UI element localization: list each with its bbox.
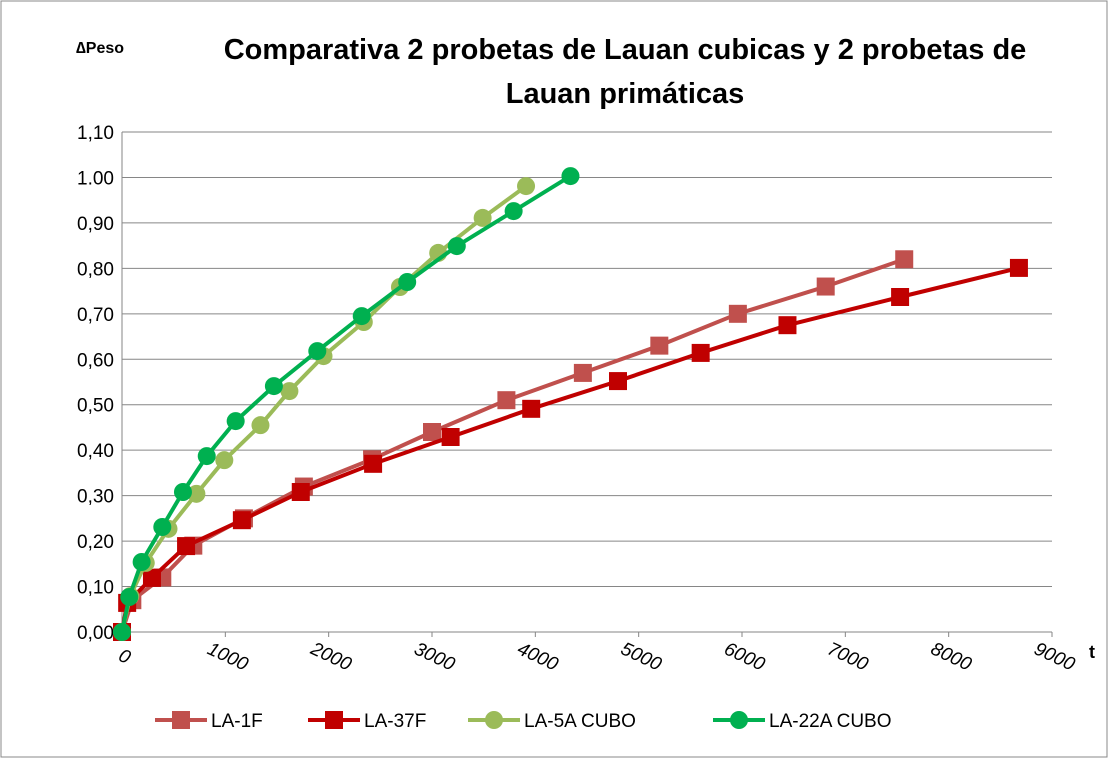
marker xyxy=(177,537,196,556)
marker xyxy=(352,307,371,326)
marker xyxy=(497,391,516,410)
marker xyxy=(816,277,835,296)
marker xyxy=(173,483,192,501)
marker xyxy=(120,588,139,606)
y-tick-label: 0,90 xyxy=(77,214,114,235)
marker xyxy=(522,399,541,418)
marker xyxy=(232,511,251,530)
marker xyxy=(197,447,216,466)
marker xyxy=(504,202,523,221)
marker xyxy=(561,167,580,186)
marker xyxy=(264,377,283,396)
marker xyxy=(291,483,310,501)
legend-marker xyxy=(325,711,343,729)
marker xyxy=(398,273,417,291)
y-tick-label: 1,10 xyxy=(77,123,114,144)
legend-label: LA-22A CUBO xyxy=(769,711,892,732)
marker xyxy=(187,484,206,503)
y-axis-label: ∆Peso xyxy=(76,40,124,57)
marker xyxy=(251,416,270,435)
marker xyxy=(215,451,234,470)
marker xyxy=(691,343,710,362)
marker xyxy=(650,336,669,355)
x-axis-label: t xyxy=(1089,642,1095,662)
y-tick-label: 0,00 xyxy=(77,623,114,644)
marker xyxy=(132,553,151,571)
marker xyxy=(441,428,460,446)
marker xyxy=(473,208,492,227)
y-tick-label: 0,30 xyxy=(77,487,114,508)
legend-marker xyxy=(485,711,503,729)
y-tick-label: 1.00 xyxy=(77,168,114,189)
marker xyxy=(1009,258,1028,277)
legend-marker xyxy=(730,711,748,729)
marker xyxy=(573,363,592,382)
y-tick-label: 0,40 xyxy=(77,441,114,462)
y-tick-label: 0,80 xyxy=(77,259,114,280)
marker xyxy=(364,454,383,473)
legend-label: LA-1F xyxy=(211,711,263,732)
marker xyxy=(778,316,797,335)
marker xyxy=(226,412,245,431)
y-tick-label: 0,70 xyxy=(77,305,114,326)
legend-marker xyxy=(172,711,190,729)
marker xyxy=(728,304,747,323)
y-tick-label: 0,20 xyxy=(77,532,114,553)
y-tick-label: 0,60 xyxy=(77,350,114,371)
marker xyxy=(517,177,536,196)
marker xyxy=(423,423,441,441)
marker xyxy=(609,372,627,391)
marker xyxy=(891,288,910,306)
marker xyxy=(280,382,299,401)
marker xyxy=(447,237,466,256)
marker xyxy=(895,250,914,269)
chart-title: Comparativa 2 probetas de Lauan cubicas … xyxy=(223,34,1027,110)
y-tick-label: 0,10 xyxy=(77,578,114,599)
marker xyxy=(153,518,172,536)
legend-label: LA-37F xyxy=(364,711,426,732)
y-tick-label: 0,50 xyxy=(77,396,114,417)
marker xyxy=(308,342,327,361)
marker xyxy=(113,623,131,641)
legend-label: LA-5A CUBO xyxy=(524,711,636,732)
marker xyxy=(142,568,161,587)
